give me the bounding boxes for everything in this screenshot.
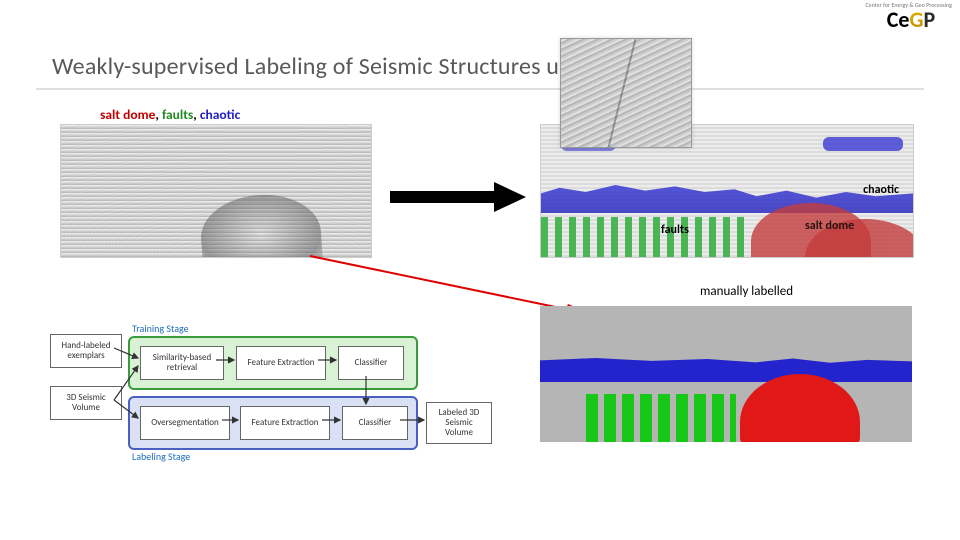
structure-list-label: salt dome, faults, chaotic [100,106,240,123]
faults-region [541,217,751,257]
structure-list-part: faults [162,106,193,123]
seg-chaotic [540,358,912,382]
structure-list-part: salt dome [100,106,155,123]
inset-fault-line [608,39,637,147]
input-seismic-image [60,124,372,258]
arrow-input-to-output [386,180,526,214]
manual-segmentation-image [540,306,912,442]
slide-title-bar: Weakly-supervised Labeling of Seismic St… [36,46,924,90]
seismic-exemplar-inset [560,38,692,148]
logo-tagline: Center for Energy & Geo Processing [865,1,952,9]
chaotic-band [541,185,913,213]
pipeline-arrows [50,320,480,488]
seg-salt [740,374,860,442]
seg-faults [586,394,736,442]
structure-list-part: chaotic [200,106,240,123]
manually-labelled-heading: manually labelled [700,284,793,299]
logo-span-ce: Ce [887,6,910,33]
label-chaotic: chaotic [863,183,899,197]
pipeline-diagram: Training Stage Labeling Stage Hand-label… [50,320,480,488]
label-salt: salt dome [805,219,914,258]
logo-span-g: G [909,6,923,33]
logo-span-p: P [924,6,936,33]
slide-title: Weakly-supervised Labeling of Seismic St… [36,46,924,88]
cegp-logo: Center for Energy & Geo Processing CeGP [870,4,952,34]
label-faults: faults [661,223,689,237]
chaotic-patch-tr [823,137,903,151]
